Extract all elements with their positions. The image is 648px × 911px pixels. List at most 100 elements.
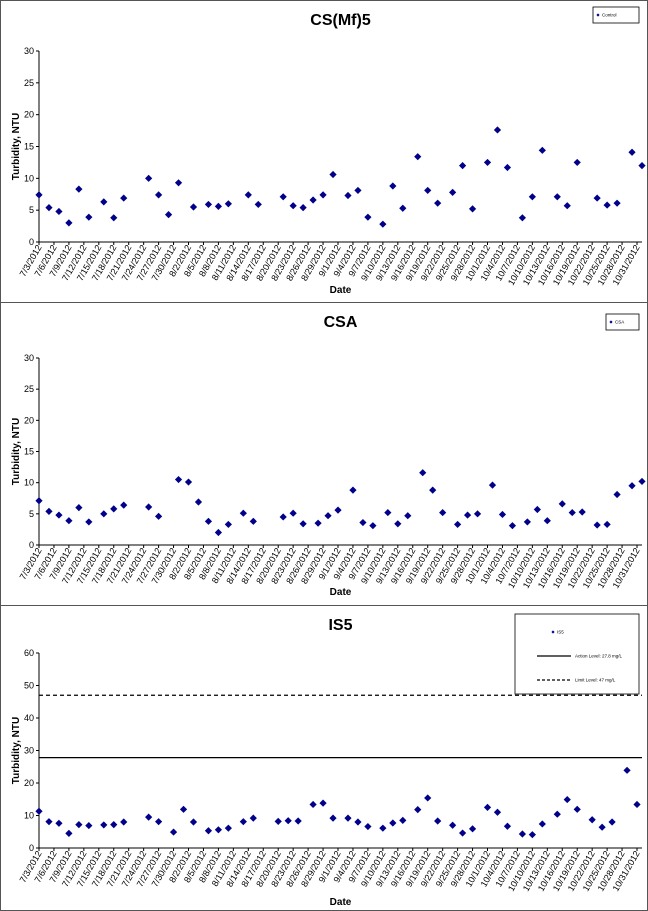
legend: Control <box>592 6 640 24</box>
data-point <box>319 191 327 199</box>
data-point <box>65 219 73 227</box>
data-point <box>439 508 447 517</box>
data-point <box>239 818 247 826</box>
data-point <box>324 512 332 520</box>
data-point <box>55 819 63 827</box>
legend-label: CSA <box>615 320 624 325</box>
data-point <box>503 163 512 172</box>
data-point <box>184 478 193 486</box>
data-point <box>354 818 362 826</box>
data-point <box>613 490 621 499</box>
chart-title: IS5 <box>328 617 352 634</box>
data-point <box>434 817 442 825</box>
data-point <box>214 826 223 834</box>
data-point <box>279 513 287 521</box>
data-point <box>603 201 611 209</box>
data-point <box>274 817 282 825</box>
legend-label: IS5 <box>557 630 564 635</box>
data-point <box>399 816 407 824</box>
data-point <box>110 505 118 513</box>
data-point <box>279 193 287 201</box>
data-point <box>224 824 232 832</box>
chart-panel-2: CSA Turbidity, NTU Date 0 5 10 15 20 25 30 7/3/201… <box>0 302 648 606</box>
data-point <box>75 504 83 512</box>
data-point <box>65 517 73 525</box>
data-point <box>528 831 536 839</box>
data-point <box>414 153 422 161</box>
data-point <box>508 522 517 530</box>
legend-label: Control <box>602 13 617 18</box>
data-point <box>538 820 546 828</box>
y-tick-label: 0 <box>29 540 34 550</box>
data-point <box>598 823 606 831</box>
data-point <box>344 191 352 200</box>
data-point <box>65 829 73 837</box>
data-point <box>155 512 163 520</box>
data-point <box>568 508 576 517</box>
data-point <box>329 814 337 822</box>
data-point <box>493 808 502 816</box>
data-point <box>454 520 462 529</box>
data-point <box>558 500 566 508</box>
data-point <box>593 194 601 202</box>
data-point <box>573 805 581 813</box>
data-point <box>155 191 163 199</box>
data-point <box>204 827 213 835</box>
legend: IS5 Action Level: 27.8 mg/L Limit Level: 4… <box>514 613 640 695</box>
y-axis-label: Turbidity, NTU <box>11 113 22 180</box>
data-point <box>314 519 322 527</box>
y-tick-label: 5 <box>29 205 34 215</box>
data-point <box>563 202 571 210</box>
data-point <box>434 199 442 207</box>
data-point <box>578 508 586 516</box>
data-point <box>145 174 153 182</box>
data-point <box>349 486 357 494</box>
data-point <box>214 202 223 210</box>
data-point <box>35 807 43 815</box>
data-point <box>424 186 432 195</box>
data-point <box>45 818 53 826</box>
data-point <box>100 510 108 518</box>
y-tick-label: 5 <box>29 509 34 519</box>
data-point <box>404 512 412 520</box>
data-point <box>553 193 561 201</box>
data-point <box>145 813 153 821</box>
data-point <box>588 816 596 824</box>
legend-marker <box>609 320 613 324</box>
data-point <box>55 207 63 216</box>
y-tick-label: 20 <box>24 415 34 425</box>
data-point <box>204 200 213 209</box>
data-point <box>75 185 83 193</box>
data-point <box>155 818 163 826</box>
data-point <box>179 805 188 813</box>
y-tick-label: 20 <box>24 110 34 120</box>
data-point <box>449 821 457 829</box>
data-point <box>75 821 83 829</box>
data-point <box>608 818 616 826</box>
legend-box <box>514 613 640 695</box>
x-axis-label: Date <box>330 285 352 296</box>
y-tick-label: 40 <box>24 713 34 723</box>
data-point <box>389 819 397 827</box>
data-point <box>319 799 327 807</box>
legend-marker <box>551 630 555 634</box>
data-point <box>603 520 611 529</box>
data-point <box>354 186 362 195</box>
legend-box <box>592 6 640 24</box>
data-point <box>299 520 307 528</box>
data-point <box>145 503 153 511</box>
data-point <box>449 188 457 196</box>
data-point <box>85 213 93 221</box>
data-point <box>379 824 387 832</box>
y-tick-label: 0 <box>29 843 34 853</box>
y-tick-label: 30 <box>24 746 34 756</box>
data-point <box>174 475 183 484</box>
data-point <box>369 522 377 530</box>
legend-box <box>605 313 640 331</box>
data-point <box>638 477 646 486</box>
y-tick-label: 30 <box>24 46 34 56</box>
y-tick-label: 25 <box>24 78 34 88</box>
data-point <box>35 497 43 505</box>
